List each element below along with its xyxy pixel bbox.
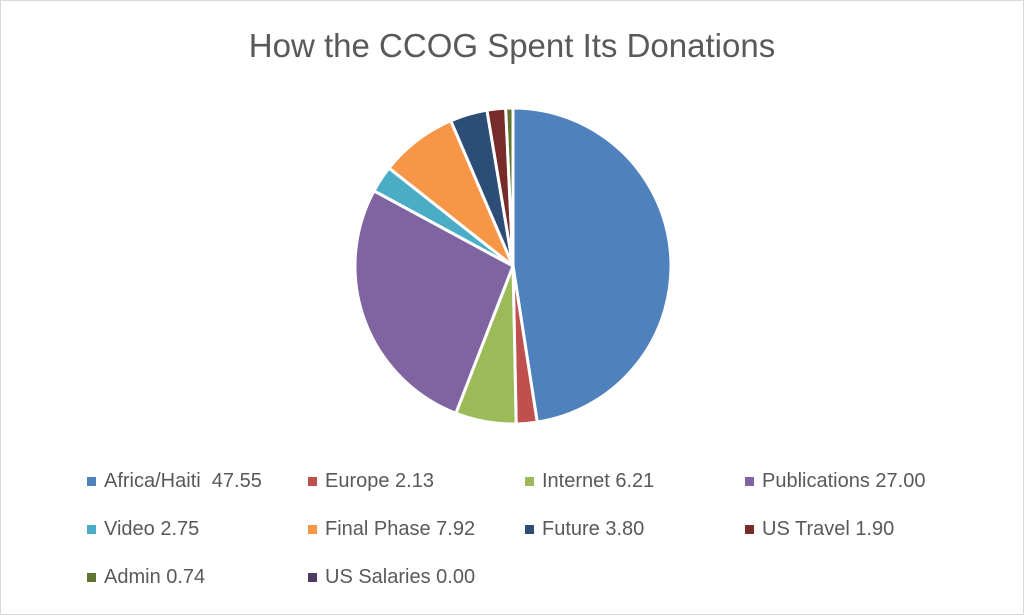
- legend-swatch: [308, 573, 317, 582]
- legend-item: Internet 6.21: [525, 470, 654, 493]
- legend-item: Europe 2.13: [308, 470, 434, 493]
- legend-label: Future 3.80: [542, 518, 645, 540]
- legend-swatch: [525, 525, 534, 534]
- legend-item: Video 2.75: [87, 518, 199, 541]
- legend-label: Publications 27.00: [762, 470, 926, 492]
- legend-item: Future 3.80: [525, 518, 644, 541]
- legend-swatch: [308, 525, 317, 534]
- pie-slice-africa-haiti: [511, 106, 673, 424]
- pie-slice-publications: [353, 188, 515, 416]
- legend-label: Africa/Haiti 47.55: [104, 470, 262, 492]
- legend-swatch: [87, 525, 96, 534]
- legend-item: Publications 27.00: [745, 470, 925, 493]
- legend-swatch: [87, 477, 96, 486]
- legend-swatch: [745, 525, 754, 534]
- legend-swatch: [308, 477, 317, 486]
- legend-item: Africa/Haiti 47.55: [87, 470, 262, 493]
- legend-item: Admin 0.74: [87, 566, 205, 589]
- legend-item: US Salaries 0.00: [308, 566, 475, 589]
- legend-swatch: [525, 477, 534, 486]
- legend-item: US Travel 1.90: [745, 518, 894, 541]
- legend-label: Europe 2.13: [325, 470, 434, 492]
- legend-label: Final Phase 7.92: [325, 518, 476, 540]
- legend-label: Admin 0.74: [104, 566, 206, 588]
- legend-label: Internet 6.21: [542, 470, 655, 492]
- legend-label: US Salaries 0.00: [325, 566, 476, 588]
- legend-label: Video 2.75: [104, 518, 200, 540]
- legend-label: US Travel 1.90: [762, 518, 895, 540]
- chart-title: How the CCOG Spent Its Donations: [248, 27, 776, 64]
- legend-swatch: [745, 477, 754, 486]
- legend-swatch: [87, 573, 96, 582]
- pie-chart: [353, 106, 673, 426]
- legend-item: Final Phase 7.92: [308, 518, 475, 541]
